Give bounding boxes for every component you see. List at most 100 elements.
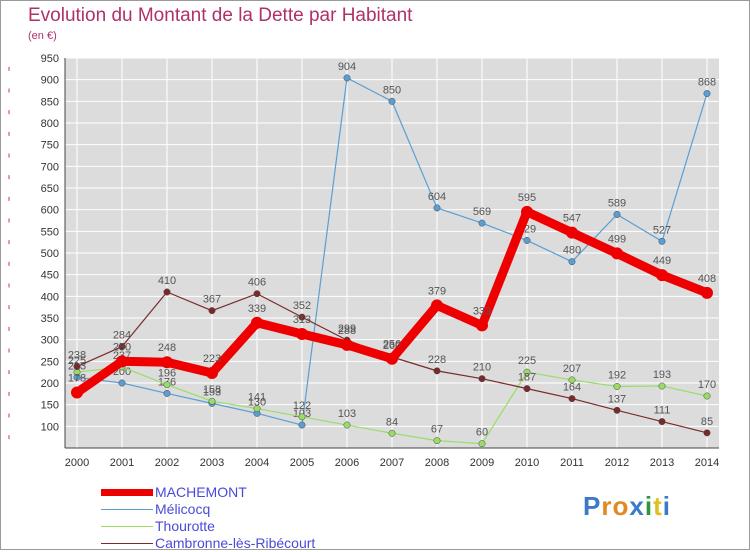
- data-label-cambronne: 210: [473, 362, 491, 374]
- data-point-cambronne: [568, 395, 576, 403]
- data-label-machemont: 379: [428, 285, 446, 297]
- data-label-machemont: 595: [518, 192, 536, 204]
- data-point-thourotte: [253, 405, 261, 413]
- data-label-melicocq: 527: [653, 224, 671, 236]
- data-label-cambronne: 85: [701, 416, 713, 428]
- data-label-melicocq: 604: [428, 191, 446, 203]
- data-point-cambronne: [73, 363, 81, 370]
- data-point-cambronne: [478, 375, 486, 383]
- data-point-machemont: [656, 269, 668, 282]
- data-label-cambronne: 410: [158, 275, 176, 287]
- x-tick-label: 2000: [65, 457, 89, 469]
- y-tick-label: 550: [41, 226, 59, 238]
- line-chart: 100 150 200 250 300 350 400 450 500 550 600 650 700 7…: [8, 53, 719, 469]
- data-label-melicocq: 589: [608, 197, 626, 209]
- data-label-thourotte: 103: [338, 408, 356, 420]
- y-tick-label: 750: [41, 140, 59, 152]
- y-tick-label: 200: [41, 378, 59, 390]
- x-tick-label: 2013: [650, 457, 674, 469]
- data-point-cambronne: [703, 429, 711, 437]
- legend-label-machemont: MACHEMONT: [155, 484, 247, 500]
- data-point-machemont: [251, 316, 263, 329]
- legend-label-melicocq: Mélicocq: [155, 501, 211, 517]
- data-point-melicocq: [343, 74, 351, 82]
- data-label-thourotte: 67: [431, 424, 443, 436]
- y-tick-label: 600: [41, 205, 59, 217]
- data-label-melicocq: 480: [563, 245, 581, 257]
- data-label-thourotte: 158: [203, 384, 221, 396]
- data-label-thourotte: 122: [293, 400, 311, 412]
- chart-title: Evolution du Montant de la Dette par Hab…: [28, 5, 413, 26]
- data-point-thourotte: [658, 382, 666, 390]
- data-label-melicocq: 868: [698, 77, 716, 89]
- data-point-melicocq: [613, 210, 621, 218]
- data-point-melicocq: [703, 90, 711, 97]
- data-point-machemont: [476, 319, 488, 332]
- data-label-cambronne: 299: [338, 323, 356, 335]
- data-label-thourotte: 196: [158, 368, 176, 380]
- y-tick-label: 500: [41, 248, 59, 260]
- y-tick-label: 400: [41, 291, 59, 303]
- legend-label-cambronne: Cambronne-lès-Ribécourt: [155, 535, 316, 551]
- proxiti-logo: Proxiti: [583, 491, 671, 522]
- data-point-thourotte: [703, 392, 711, 400]
- data-label-cambronne: 352: [293, 300, 311, 312]
- data-label-machemont: 449: [653, 255, 671, 267]
- data-label-melicocq: 130: [248, 396, 266, 408]
- data-label-melicocq: 904: [338, 61, 356, 73]
- data-label-machemont: 313: [293, 314, 311, 326]
- data-point-cambronne: [298, 313, 306, 321]
- data-point-thourotte: [433, 437, 441, 445]
- data-point-cambronne: [523, 385, 531, 393]
- x-tick-label: 2011: [560, 457, 584, 469]
- x-tick-label: 2012: [605, 457, 629, 469]
- logo-letter: r: [601, 491, 613, 521]
- data-point-cambronne: [613, 406, 621, 414]
- data-label-thourotte: 225: [518, 355, 536, 367]
- data-label-thourotte: 170: [698, 379, 716, 391]
- data-point-machemont: [296, 328, 308, 341]
- data-label-cambronne: 187: [518, 372, 536, 384]
- data-point-melicocq: [568, 258, 576, 266]
- data-point-thourotte: [343, 421, 351, 429]
- data-point-machemont: [386, 352, 398, 365]
- legend-label-thourotte: Thourotte: [155, 518, 215, 534]
- legend-swatch-melicocq: [101, 509, 153, 510]
- data-point-cambronne: [433, 367, 441, 375]
- data-point-thourotte: [478, 440, 486, 448]
- data-label-cambronne: 367: [203, 294, 221, 306]
- data-label-thourotte: 207: [563, 363, 581, 375]
- data-point-machemont: [611, 247, 623, 260]
- y-tick-label: 950: [41, 53, 59, 65]
- x-tick-label: 2003: [200, 457, 224, 469]
- data-label-melicocq: 153: [203, 386, 221, 398]
- data-label-cambronne: 228: [428, 354, 446, 366]
- x-tick-label: 2006: [335, 457, 359, 469]
- legend-swatch-machemont: [101, 489, 153, 496]
- x-tick-label: 2009: [470, 457, 494, 469]
- data-label-cambronne: 406: [248, 277, 266, 289]
- data-point-melicocq: [478, 219, 486, 227]
- data-point-thourotte: [298, 413, 306, 421]
- y-tick-label: 900: [41, 75, 59, 87]
- x-tick-label: 2004: [245, 457, 269, 469]
- data-label-thourotte: 60: [476, 427, 488, 439]
- data-point-machemont: [71, 386, 83, 399]
- data-label-machemont: 547: [563, 213, 581, 225]
- y-tick-label: 650: [41, 183, 59, 195]
- data-point-machemont: [116, 355, 128, 368]
- data-point-cambronne: [658, 418, 666, 426]
- logo-letter: P: [583, 491, 602, 521]
- logo-letter: i: [644, 491, 654, 521]
- data-point-machemont: [341, 338, 353, 351]
- data-label-thourotte: 84: [386, 416, 398, 428]
- data-label-machemont: 248: [158, 342, 176, 354]
- data-label-thourotte: 193: [653, 369, 671, 381]
- data-point-cambronne: [118, 343, 126, 351]
- y-tick-label: 250: [41, 356, 59, 368]
- x-tick-label: 2005: [290, 457, 314, 469]
- data-point-cambronne: [163, 288, 171, 296]
- data-label-cambronne: 284: [113, 330, 131, 342]
- data-point-thourotte: [568, 376, 576, 384]
- data-label-machemont: 499: [608, 233, 626, 245]
